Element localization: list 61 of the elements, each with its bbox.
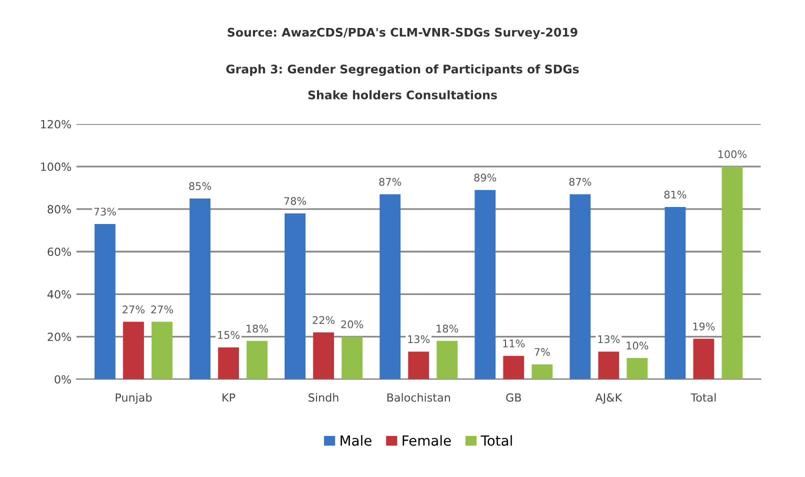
x-tick-label: Balochistan (387, 393, 450, 402)
y-tick-label: 100% (41, 162, 71, 171)
bar (190, 198, 210, 380)
y-tick-label: 120% (41, 120, 71, 128)
bar (570, 194, 591, 380)
data-label: 87% (379, 178, 402, 186)
x-tick-label: Sindh (308, 393, 338, 402)
bar (152, 322, 172, 380)
data-label: 87% (569, 178, 592, 186)
data-label: 89% (474, 174, 496, 182)
bar (408, 352, 430, 380)
bar (598, 352, 620, 380)
bar (123, 322, 144, 380)
data-label: 85% (189, 182, 212, 190)
bar (342, 336, 363, 380)
bar (94, 224, 116, 380)
legend-label: Female (402, 435, 451, 446)
bar (436, 340, 458, 380)
x-tick-label: Punjab (116, 393, 152, 404)
legend-label: Total (480, 435, 512, 446)
data-label: 13% (408, 335, 430, 344)
bar (284, 213, 306, 380)
bar (626, 358, 648, 380)
data-label: 10% (626, 342, 648, 350)
data-label: 100% (718, 150, 747, 158)
data-label: 13% (598, 335, 620, 344)
data-label: 78% (284, 197, 306, 205)
data-label: 20% (341, 320, 364, 328)
bar (722, 166, 743, 380)
x-tick-label: Total (690, 393, 716, 402)
y-tick-label: 20% (48, 332, 71, 342)
bar (503, 356, 524, 380)
chart-title: Graph 3: Gender Segregation of Participants of SDGs Shake holders Consultations (226, 64, 579, 100)
data-label: 73% (94, 208, 116, 216)
data-label: 15% (218, 331, 240, 339)
bar (693, 338, 714, 380)
legend-label: Male (340, 435, 372, 446)
data-label: 18% (246, 324, 268, 333)
data-label: 18% (436, 324, 458, 333)
y-tick-label: 40% (47, 290, 71, 299)
source-note: Source: AwazCDS/PDA's CLM-VNR-SDGs Survey-2019 (228, 28, 578, 40)
data-label: 7% (534, 348, 550, 356)
y-tick-label: 60% (48, 248, 71, 256)
y-tick-label: 0% (54, 375, 71, 384)
y-tick-label: 80% (48, 205, 71, 214)
bar (474, 190, 496, 380)
data-label: 81% (664, 190, 686, 199)
bar (313, 332, 334, 380)
bar (218, 347, 239, 380)
data-label: 22% (312, 316, 335, 324)
data-label: 27% (151, 306, 174, 314)
bar (664, 206, 686, 380)
x-tick-label: AJ&K (595, 393, 622, 404)
bar (246, 340, 268, 380)
data-label: 19% (693, 322, 715, 330)
bar (380, 194, 401, 380)
x-tick-label: KP (222, 393, 236, 402)
data-label: 11% (503, 340, 525, 348)
x-tick-label: GB (506, 393, 521, 402)
bar (532, 364, 553, 380)
data-label: 27% (122, 306, 144, 314)
